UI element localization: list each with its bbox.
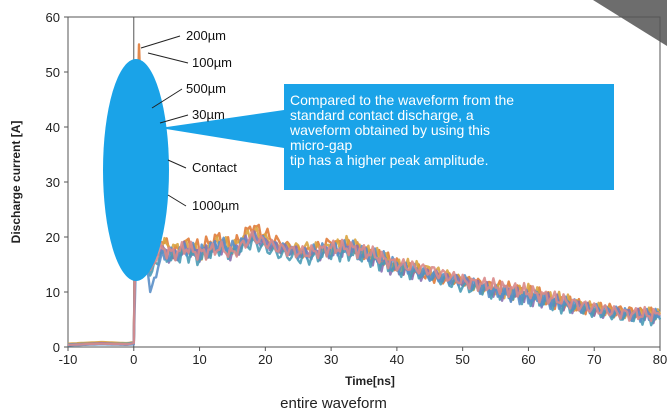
- x-tick-label: -10: [59, 352, 78, 367]
- series-leader-line: [151, 88, 183, 109]
- y-axis-title: Discharge current [A]: [9, 121, 23, 244]
- series-leader-line: [167, 194, 187, 207]
- x-tick-label: 10: [192, 352, 206, 367]
- x-tick-label: 70: [587, 352, 601, 367]
- corner-tab-decoration: [593, 0, 667, 46]
- x-tick-label: 80: [653, 352, 667, 367]
- x-tick-label: 50: [455, 352, 469, 367]
- callout-text: Compared to the waveform from the standa…: [290, 92, 515, 168]
- x-tick-label: 0: [130, 352, 137, 367]
- callout-box: [284, 84, 614, 190]
- series-label: 1000µm: [192, 198, 239, 213]
- x-tick-label: 40: [390, 352, 404, 367]
- x-axis-title: Time[ns]: [345, 374, 395, 388]
- y-tick-label: 20: [46, 230, 60, 245]
- series-label: 100µm: [192, 55, 232, 70]
- series-label: Contact: [192, 160, 237, 175]
- series-label: 500µm: [186, 81, 226, 96]
- series-leader-line: [140, 35, 181, 49]
- chart-caption: entire waveform: [280, 395, 387, 412]
- y-tick-label: 30: [46, 175, 60, 190]
- y-tick-label: 40: [46, 120, 60, 135]
- series-leader-line: [167, 159, 187, 169]
- y-tick-label: 0: [53, 340, 60, 355]
- series-label: 200µm: [186, 28, 226, 43]
- series-line-1000m: [67, 98, 661, 346]
- callout: [103, 59, 614, 281]
- series-lines: [67, 43, 662, 347]
- series-label: 30µm: [192, 107, 225, 122]
- y-tick-label: 50: [46, 65, 60, 80]
- x-tick-label: 30: [324, 352, 338, 367]
- series-leader-line: [159, 114, 189, 124]
- series-leader-line: [147, 52, 189, 64]
- x-tick-label: 60: [521, 352, 535, 367]
- y-tick-label: 10: [46, 285, 60, 300]
- highlight-ellipse: [103, 59, 169, 281]
- series-labels: 200µm 100µm 500µm 30µm Contact 1000µm: [140, 28, 239, 213]
- y-tick-label: 60: [46, 10, 60, 25]
- x-tick-label: 20: [258, 352, 272, 367]
- callout-pointer: [160, 110, 284, 148]
